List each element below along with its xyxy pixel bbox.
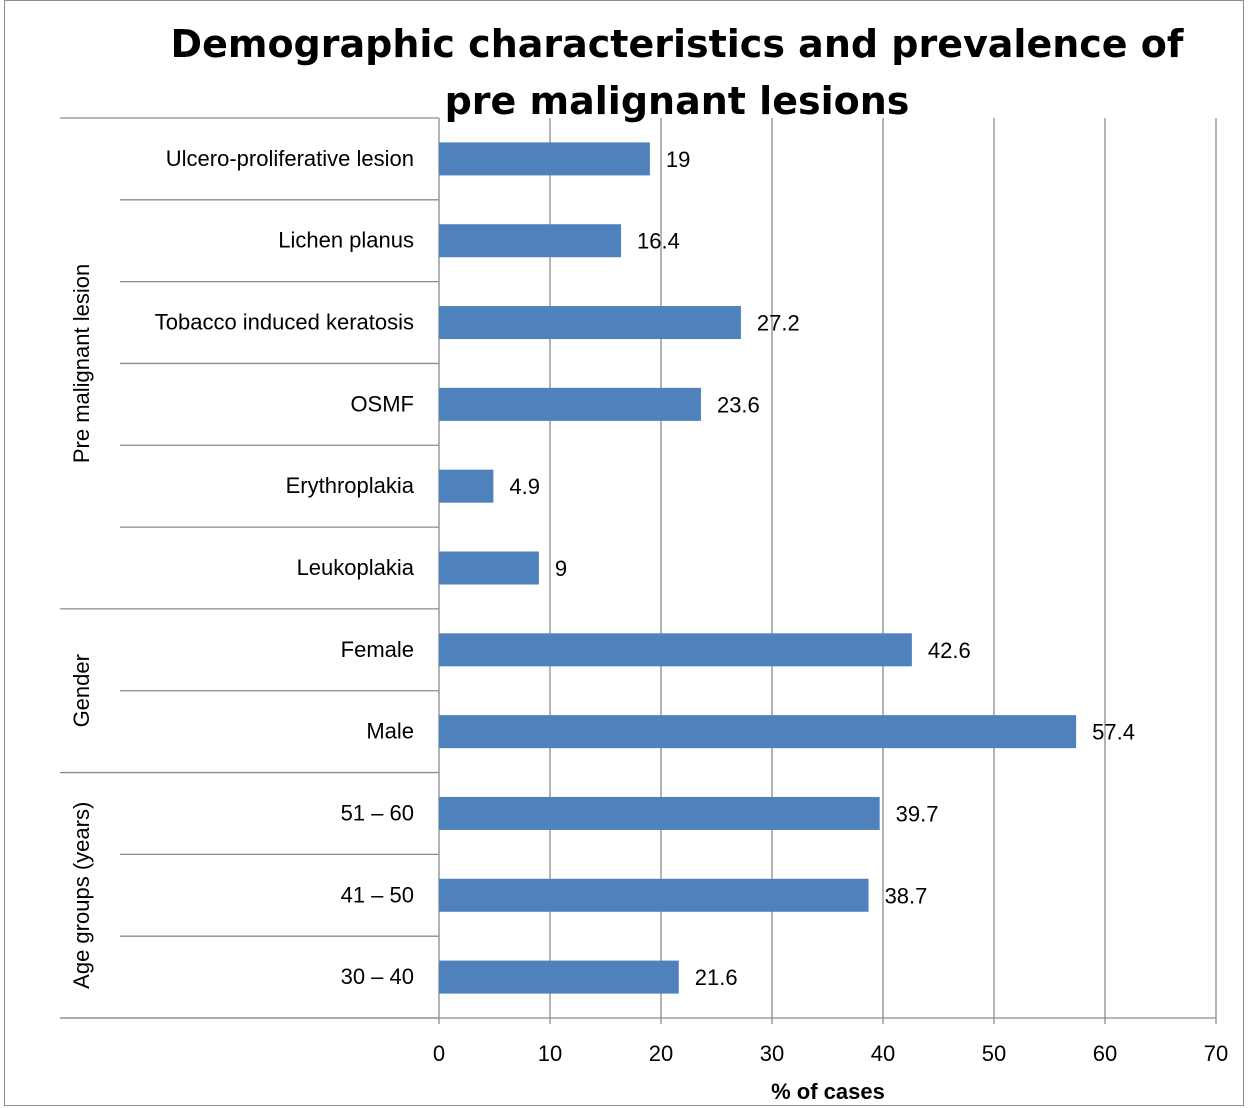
x-tick-label: 60: [1093, 1041, 1117, 1066]
category-label: Erythroplakia: [286, 473, 415, 498]
bar: [439, 796, 880, 830]
bar: [439, 469, 494, 503]
bar: [439, 960, 679, 994]
bar: [439, 142, 650, 176]
category-labels: Ulcero-proliferative lesion Lichen planus…: [155, 146, 415, 989]
category-label: Lichen planus: [278, 228, 414, 253]
x-tick-label: 10: [538, 1041, 562, 1066]
data-label: 27.2: [757, 311, 800, 336]
category-label: Tobacco induced keratosis: [155, 310, 414, 335]
data-label: 23.6: [717, 392, 760, 417]
category-label: OSMF: [350, 391, 414, 416]
data-label: 57.4: [1092, 720, 1135, 745]
data-label: 21.6: [695, 965, 738, 990]
group-label: Age groups (years): [69, 802, 94, 989]
category-label: 51 – 60: [341, 800, 414, 825]
category-label: Ulcero-proliferative lesion: [166, 146, 414, 171]
group-labels: Pre malignant lesion Gender Age groups (ye…: [69, 264, 94, 989]
data-label: 39.7: [896, 801, 939, 826]
chart-title-line-2: pre malignant lesions: [445, 79, 910, 123]
x-tick-label: 30: [760, 1041, 784, 1066]
x-axis-label: % of cases: [771, 1079, 885, 1104]
data-label: 38.7: [885, 883, 928, 908]
x-tick-label: 50: [982, 1041, 1006, 1066]
data-label: 9: [555, 556, 567, 581]
chart-title-line-1: Demographic characteristics and prevalen…: [171, 22, 1184, 66]
bar: [439, 878, 869, 912]
x-tick-label: 20: [649, 1041, 673, 1066]
bar: [439, 387, 701, 421]
bar: [439, 633, 912, 667]
chart-frame: [4, 0, 1244, 1106]
x-tick-label: 40: [871, 1041, 895, 1066]
data-label: 16.4: [637, 229, 680, 254]
bar: [439, 306, 741, 340]
bar: [439, 715, 1077, 749]
gridlines: [60, 117, 1217, 1024]
group-label: Gender: [69, 654, 94, 727]
x-tick-label: 0: [433, 1041, 445, 1066]
data-label: 19: [666, 147, 690, 172]
category-label: Leukoplakia: [297, 555, 415, 580]
bar: [439, 551, 539, 585]
category-label: Male: [366, 719, 414, 744]
data-label: 4.9: [509, 474, 540, 499]
category-label: 30 – 40: [341, 964, 414, 989]
bar: [439, 224, 622, 258]
data-label: 42.6: [928, 638, 971, 663]
category-label: 41 – 50: [341, 882, 414, 907]
category-label: Female: [341, 637, 414, 662]
group-label: Pre malignant lesion: [69, 264, 94, 463]
bars: [439, 142, 1077, 994]
x-tick-label: 70: [1204, 1041, 1228, 1066]
x-tick-labels: 0 10 20 30 40 50 60 70: [433, 1041, 1228, 1066]
data-labels: 19 16.4 27.2 23.6 4.9 9 42.6 57.4 39.7 38.7 21.6: [509, 147, 1135, 990]
